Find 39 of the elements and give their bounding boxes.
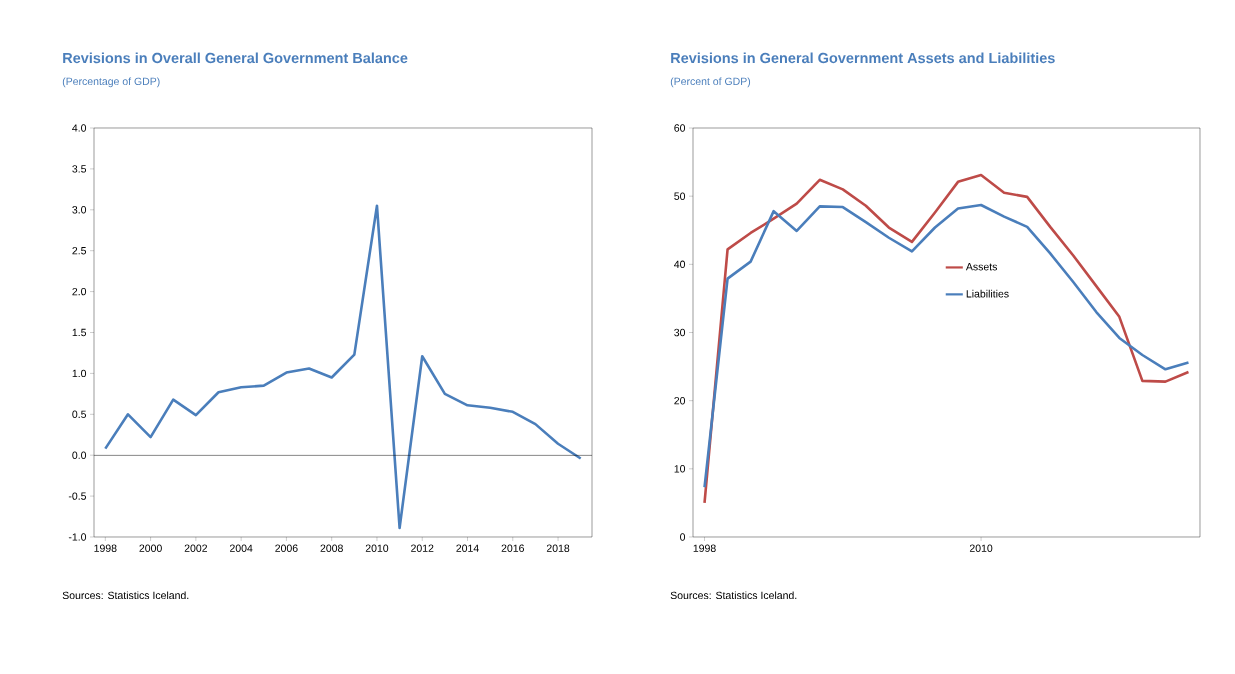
x-tick-label: 2010 [365, 544, 389, 552]
y-tick-label: 1.0 [72, 369, 87, 378]
x-tick-label: 2000 [139, 544, 162, 552]
y-tick-label: 40 [674, 260, 686, 269]
legend-label: Assets [965, 263, 998, 271]
source-note: Sources: Statistics Iceland. [62, 591, 189, 600]
y-tick-label: 0.5 [72, 410, 87, 419]
chart-title: Revisions in General Government Assets and Liabilities [671, 52, 1055, 64]
y-tick-label: 50 [674, 192, 686, 200]
x-tick-label: 2008 [320, 544, 343, 552]
x-tick-label: 2010 [969, 544, 993, 552]
y-tick-label: 60 [674, 124, 686, 132]
legend-label: Liabilities [966, 289, 1009, 298]
y-tick-label: -1.0 [68, 533, 87, 541]
y-tick-label: 2.5 [72, 246, 87, 255]
x-tick-label: 2014 [456, 544, 479, 552]
y-tick-label: 3.0 [72, 206, 87, 214]
y-tick-label: -0.5 [68, 492, 87, 500]
y-tick-label: 0.0 [72, 451, 87, 459]
y-tick-label: 3.5 [72, 165, 87, 173]
source-note: Sources: Statistics Iceland. [670, 591, 797, 600]
chart-title: Revisions in Overall General Government Balance [63, 52, 408, 64]
x-tick-label: 1998 [693, 544, 716, 552]
chart-subtitle: (Percentage of GDP) [62, 77, 160, 88]
x-tick-label: 2004 [230, 544, 253, 552]
chart-subtitle: (Percent of GDP) [670, 77, 751, 88]
y-tick-label: 2.0 [72, 287, 87, 296]
x-tick-label: 2016 [501, 544, 524, 552]
y-tick-label: 20 [674, 396, 686, 405]
x-tick-label: 2002 [184, 544, 208, 552]
y-tick-label: 1.5 [72, 328, 87, 337]
y-tick-label: 4.0 [72, 124, 87, 132]
x-tick-label: 2006 [275, 544, 298, 552]
y-tick-label: 0 [680, 533, 686, 541]
y-tick-label: 30 [674, 328, 686, 337]
y-tick-label: 10 [674, 465, 686, 473]
x-tick-label: 2018 [546, 544, 570, 552]
x-tick-label: 1998 [94, 544, 117, 552]
x-tick-label: 2012 [411, 544, 434, 552]
